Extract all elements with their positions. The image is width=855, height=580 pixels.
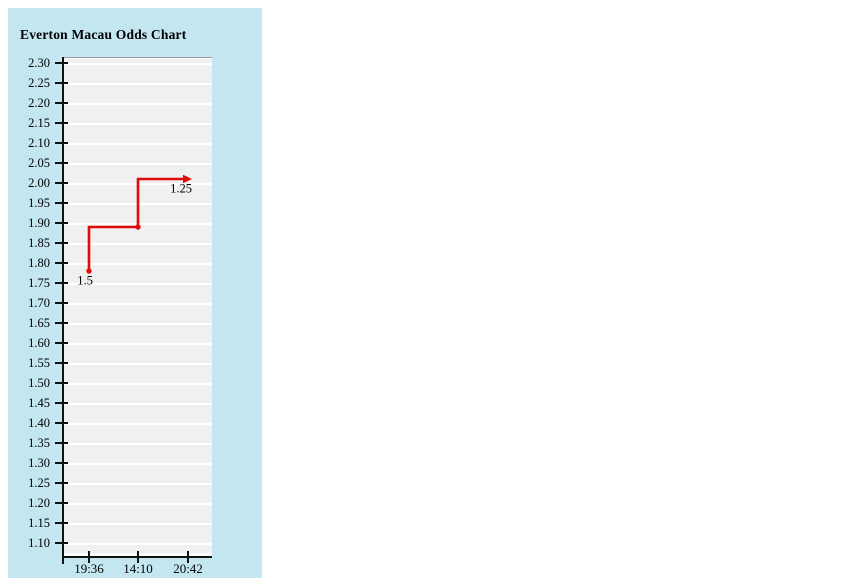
y-tick-label: 1.45: [28, 396, 50, 410]
x-tick-label: 14:10: [123, 561, 153, 576]
annotation-label: 1.5: [77, 273, 93, 288]
y-tick-mark: [55, 302, 68, 304]
y-tick-label: 1.50: [28, 376, 50, 390]
y-tick-label: 2.30: [28, 56, 50, 70]
gridline: [63, 223, 212, 225]
gridline: [63, 143, 212, 145]
gridline: [63, 403, 212, 405]
gridline: [63, 543, 212, 545]
plot-area: [63, 57, 212, 556]
gridline: [63, 383, 212, 385]
y-tick-mark: [55, 262, 68, 264]
y-tick-mark: [55, 542, 68, 544]
gridline: [63, 103, 212, 105]
gridline: [63, 83, 212, 85]
y-tick-mark: [55, 182, 68, 184]
y-tick-mark: [55, 242, 68, 244]
y-tick-label: 2.15: [28, 116, 50, 130]
y-tick-mark: [55, 62, 68, 64]
gridline: [63, 323, 212, 325]
y-tick-mark: [55, 402, 68, 404]
y-tick-mark: [55, 482, 68, 484]
gridline: [63, 263, 212, 265]
gridline: [63, 443, 212, 445]
y-tick-label: 1.25: [28, 476, 50, 490]
x-tick-mark: [187, 550, 189, 563]
y-tick-mark: [55, 362, 68, 364]
y-tick-label: 2.00: [28, 176, 50, 190]
gridline: [63, 63, 212, 65]
y-tick-mark: [55, 442, 68, 444]
y-tick-label: 1.85: [28, 236, 50, 250]
x-tick-label: 20:42: [173, 561, 203, 576]
y-tick-label: 2.05: [28, 156, 50, 170]
y-tick-label: 2.10: [28, 136, 50, 150]
odds-chart-panel: Everton Macau Odds Chart 2.30 2.25 2.20 2.1…: [8, 8, 262, 578]
x-tick-mark: [137, 550, 139, 563]
y-tick-mark: [55, 222, 68, 224]
gridline: [63, 303, 212, 305]
gridline: [63, 203, 212, 205]
y-tick-mark: [55, 102, 68, 104]
gridline: [63, 503, 212, 505]
y-tick-label: 1.65: [28, 316, 50, 330]
gridline: [63, 463, 212, 465]
y-tick-label: 1.60: [28, 336, 50, 350]
y-tick-label: 1.10: [28, 536, 50, 550]
y-tick-label: 1.35: [28, 436, 50, 450]
gridline: [63, 343, 212, 345]
y-tick-mark: [55, 202, 68, 204]
y-tick-mark: [55, 382, 68, 384]
gridline: [63, 243, 212, 245]
y-tick-mark: [55, 522, 68, 524]
gridline: [63, 123, 212, 125]
y-tick-label: 2.20: [28, 96, 50, 110]
y-tick-mark: [55, 122, 68, 124]
gridline: [63, 523, 212, 525]
y-tick-mark: [55, 282, 68, 284]
y-tick-label: 1.15: [28, 516, 50, 530]
y-tick-label: 1.75: [28, 276, 50, 290]
gridline: [63, 163, 212, 165]
x-tick-mark: [88, 550, 90, 563]
chart-title: Everton Macau Odds Chart: [20, 27, 187, 42]
gridline: [63, 283, 212, 285]
y-tick-mark: [55, 142, 68, 144]
y-tick-mark: [55, 342, 68, 344]
y-tick-label: 1.20: [28, 496, 50, 510]
y-tick-label: 1.55: [28, 356, 50, 370]
y-tick-label: 1.90: [28, 216, 50, 230]
y-tick-mark: [55, 462, 68, 464]
y-tick-label: 1.30: [28, 456, 50, 470]
annotation-label: 1.25: [170, 181, 192, 196]
y-tick-mark: [55, 322, 68, 324]
y-tick-mark: [55, 162, 68, 164]
y-tick-label: 1.40: [28, 416, 50, 430]
gridline: [63, 363, 212, 365]
gridline: [63, 483, 212, 485]
y-axis-line: [62, 57, 64, 564]
y-tick-label: 2.25: [28, 76, 50, 90]
y-tick-mark: [55, 422, 68, 424]
y-tick-mark: [55, 502, 68, 504]
y-tick-label: 1.95: [28, 196, 50, 210]
y-tick-label: 1.70: [28, 296, 50, 310]
gridline: [63, 423, 212, 425]
y-tick-label: 1.80: [28, 256, 50, 270]
x-tick-label: 19:36: [74, 561, 104, 576]
y-tick-mark: [55, 82, 68, 84]
